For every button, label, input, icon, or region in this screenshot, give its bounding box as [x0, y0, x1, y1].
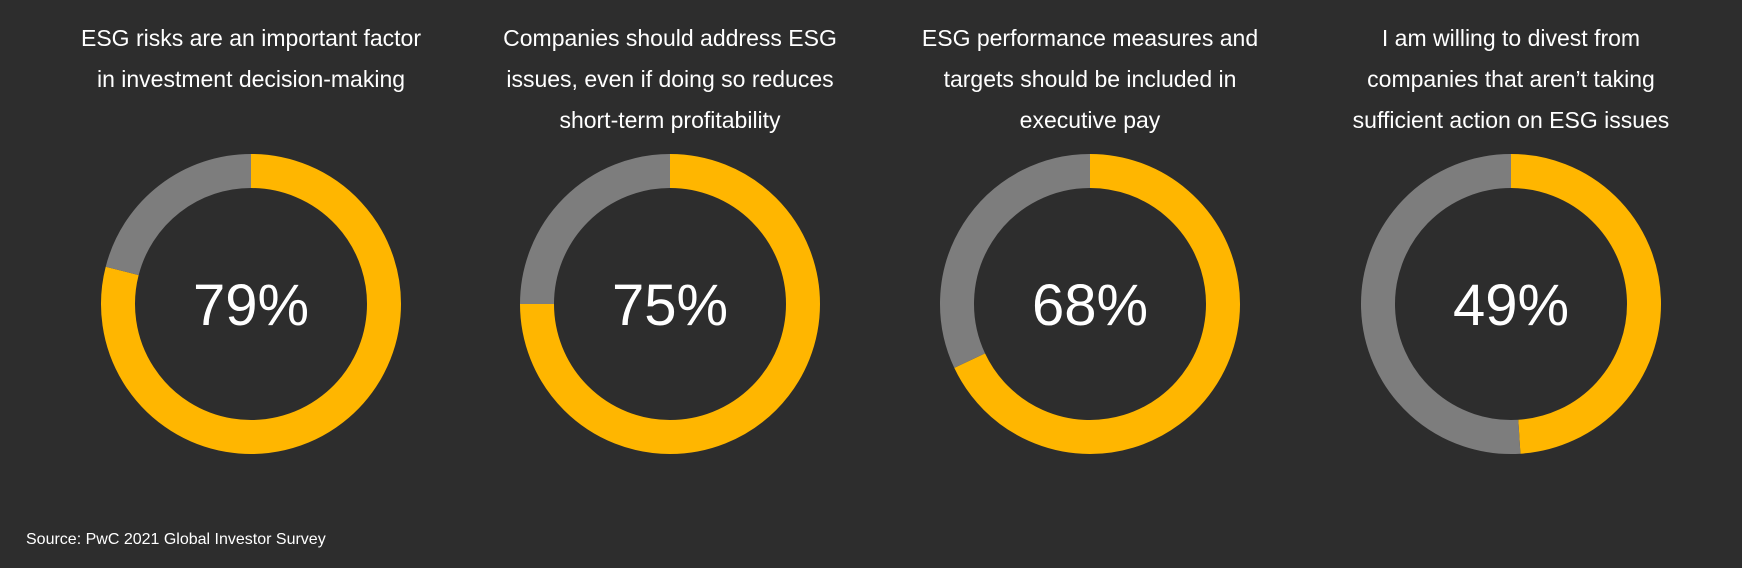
chart-title-line: targets should be included in — [943, 66, 1237, 92]
chart-title-line: Companies should address ESG — [503, 25, 837, 51]
chart-title-line: short-term profitability — [559, 107, 781, 133]
chart-title-line: executive pay — [1019, 107, 1161, 133]
chart-title: ESG risks are an important factor in inve… — [41, 18, 461, 100]
donut-chart: 79% — [101, 154, 401, 454]
donut-slice-agree — [954, 154, 1240, 454]
source-note: Source: PwC 2021 Global Investor Survey — [26, 531, 326, 548]
chart-title: ESG performance measures and targets shou… — [880, 18, 1300, 141]
percentage-label: 68% — [1032, 273, 1148, 338]
donut-slice-remainder — [520, 154, 671, 305]
chart-title-line: issues, even if doing so reduces — [506, 66, 834, 92]
donut-panel: ESG risks are an important factor in inve… — [41, 0, 461, 480]
chart-title-line: companies that aren’t taking — [1367, 66, 1655, 92]
donut-chart: 49% — [1361, 154, 1661, 454]
percentage-label: 79% — [193, 273, 309, 338]
donut-panel: ESG performance measures and targets shou… — [880, 0, 1300, 480]
donut-slice-remainder — [1361, 154, 1521, 454]
donut-chart: 75% — [520, 154, 820, 454]
chart-title-line: in investment decision-making — [96, 66, 406, 92]
chart-title-line: ESG risks are an important factor — [80, 25, 421, 51]
percentage-label: 49% — [1453, 273, 1569, 338]
donut-panel: I am willing to divest from companies tha… — [1301, 0, 1721, 480]
donut-slice-remainder — [105, 154, 252, 276]
donut-slice-agree — [101, 154, 401, 454]
percentage-label: 75% — [612, 273, 728, 338]
chart-title-line: sufficient action on ESG issues — [1352, 107, 1670, 133]
chart-title-line: I am willing to divest from — [1381, 25, 1641, 51]
chart-title: Companies should address ESG issues, even… — [460, 18, 880, 141]
donut-slice-agree — [1510, 154, 1661, 454]
donut-chart: 68% — [940, 154, 1240, 454]
donut-slice-agree — [520, 154, 820, 454]
donut-slice-remainder — [940, 154, 1091, 368]
donut-panel: Companies should address ESG issues, even… — [460, 0, 880, 480]
chart-title: I am willing to divest from companies tha… — [1301, 18, 1721, 141]
chart-title-line: ESG performance measures and — [921, 25, 1259, 51]
